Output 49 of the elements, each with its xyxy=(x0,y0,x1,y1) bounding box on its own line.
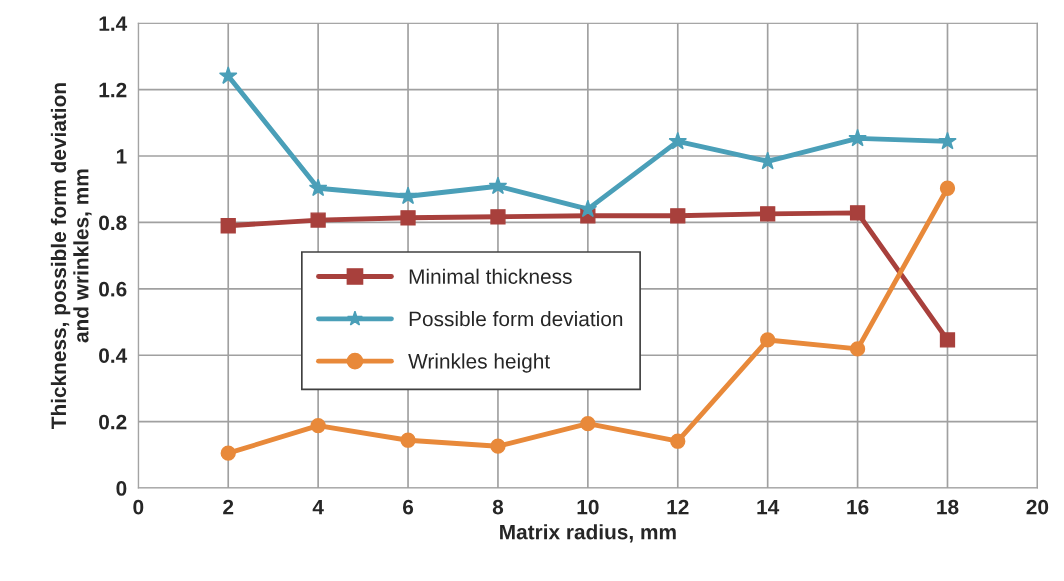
point xyxy=(670,433,686,449)
y-tick-label: 0.4 xyxy=(99,348,128,363)
point xyxy=(398,186,418,205)
point xyxy=(400,210,416,226)
x-tick-label: 8 xyxy=(492,499,504,515)
point xyxy=(490,438,506,454)
point xyxy=(220,218,236,234)
point xyxy=(400,432,416,448)
x-tick-label: 4 xyxy=(312,499,324,515)
y-tick-label: 0.6 xyxy=(99,281,127,297)
point xyxy=(490,209,506,225)
legend-label: Possible form deviation xyxy=(409,311,623,327)
x-tick-label: 2 xyxy=(223,499,234,515)
x-tick-label: 10 xyxy=(577,499,599,515)
point xyxy=(760,206,776,222)
x-tick-label: 16 xyxy=(847,499,869,515)
point xyxy=(939,332,956,348)
legend-label: Minimal thickness xyxy=(409,268,572,284)
point xyxy=(760,332,776,348)
x-tick-label: 20 xyxy=(1026,499,1049,515)
point xyxy=(310,212,326,228)
point xyxy=(849,341,866,357)
point xyxy=(220,445,236,461)
y-axis-title: Thickness, possible form deviation and wrinkles, mm xyxy=(50,83,92,430)
y-tick-label: 0.2 xyxy=(99,414,127,430)
point xyxy=(578,199,598,218)
x-tick-label: 0 xyxy=(133,499,144,515)
x-tick-label: 12 xyxy=(667,499,689,515)
x-tick-label: 6 xyxy=(403,499,414,515)
x-tick-label: 18 xyxy=(937,499,959,515)
y-tick-label: 0 xyxy=(116,481,127,496)
point xyxy=(938,131,957,150)
point xyxy=(670,208,686,224)
point xyxy=(218,66,238,85)
x-axis-title: Matrix radius, mm xyxy=(500,524,676,543)
y-tick-label: 1 xyxy=(116,149,127,164)
point xyxy=(310,417,326,434)
point xyxy=(580,415,596,432)
point xyxy=(849,205,866,221)
y-tick-label: 1.2 xyxy=(99,82,127,98)
legend-label: Wrinkles height xyxy=(408,353,550,373)
x-tick-label: 14 xyxy=(757,499,780,515)
point xyxy=(488,176,508,195)
point xyxy=(668,131,688,150)
point xyxy=(939,180,956,196)
y-tick-label: 0.8 xyxy=(99,215,127,231)
point xyxy=(848,128,867,147)
y-tick-label: 1.4 xyxy=(99,16,128,31)
point xyxy=(308,178,328,197)
